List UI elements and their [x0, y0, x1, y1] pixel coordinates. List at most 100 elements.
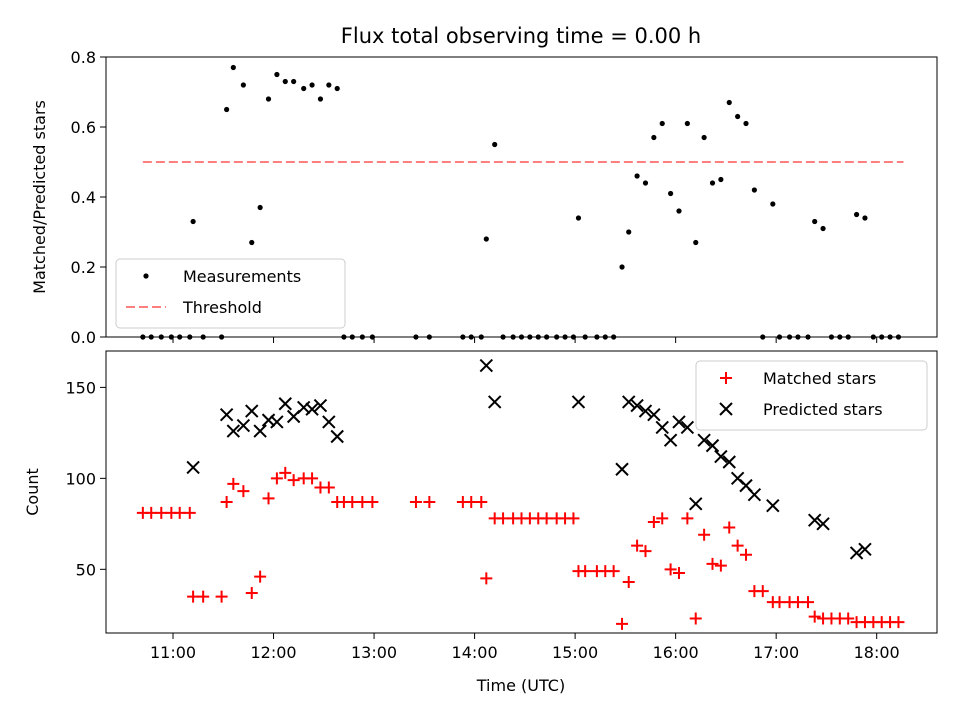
matched-star-point: [808, 610, 821, 623]
bottom-x-tick-label: 12:00: [250, 643, 296, 662]
predicted-star-point: [245, 404, 259, 418]
legend-matched-icon: [720, 372, 732, 384]
matched-star-point: [567, 512, 580, 525]
measurement-point: [249, 239, 255, 246]
predicted-star-point: [253, 424, 267, 438]
predicted-star-point: [270, 415, 284, 429]
measurement-point: [743, 120, 749, 127]
chart-title: Flux total observing time = 0.00 h: [341, 24, 701, 48]
predicted-star-point: [638, 404, 653, 418]
predicted-star-point: [705, 438, 720, 453]
bottom-x-tick-label: 16:00: [653, 643, 699, 662]
measurement-point: [701, 134, 707, 141]
top-legend: Measurements Threshold: [115, 258, 346, 329]
predicted-star-point: [278, 397, 292, 411]
matched-star-point: [607, 565, 620, 578]
matched-star-point: [187, 590, 200, 603]
measurement-point: [735, 113, 741, 120]
predicted-star-point: [849, 546, 864, 560]
predicted-star-point: [766, 498, 780, 513]
measurement-point: [274, 71, 280, 78]
matched-star-point: [465, 496, 478, 509]
predicted-star-point: [186, 460, 200, 475]
measurement-point: [684, 120, 690, 127]
measurement-point: [301, 85, 307, 92]
top-y-tick-label: 0.4: [71, 188, 96, 207]
measurement-point: [651, 134, 657, 141]
measurement-point: [257, 204, 263, 211]
predicted-star-point: [714, 449, 728, 464]
predicted-star-point: [313, 398, 328, 413]
matched-star-point: [409, 496, 422, 509]
bottom-y-tick-label: 150: [65, 378, 96, 397]
matched-star-point: [227, 477, 240, 490]
measurement-point: [812, 218, 818, 225]
predicted-star-point: [479, 358, 494, 373]
predicted-star-point: [296, 400, 311, 415]
matched-star-point: [801, 596, 814, 609]
measurement-point: [326, 82, 332, 88]
measurement-point: [659, 120, 665, 127]
measurement-point: [334, 85, 340, 92]
bottom-panel: 11:00 12:00 13:00 14:00 15:00 16:00 17:00 18:00…: [23, 350, 938, 662]
legend-entry-label: Threshold: [182, 298, 262, 317]
matched-star-point: [145, 506, 158, 519]
matched-star-point: [287, 474, 300, 487]
matched-star-point: [322, 481, 335, 494]
predicted-star-point: [807, 513, 822, 527]
measurement-point: [282, 78, 288, 85]
predicted-star-point: [722, 455, 736, 469]
bottom-legend: Matched stars Predicted stars: [695, 360, 928, 431]
predicted-star-point: [330, 429, 344, 444]
bottom-y-tick-label: 50: [76, 560, 96, 579]
measurement-point: [668, 190, 674, 197]
top-y-axis-label: Matched/Predicted stars: [30, 100, 49, 294]
bottom-x-tick-label: 17:00: [753, 643, 799, 662]
matched-star-point: [723, 521, 736, 534]
matched-star-point: [706, 557, 719, 570]
matched-star-point: [672, 566, 685, 579]
predicted-star-point: [672, 415, 686, 429]
measurement-point: [492, 141, 498, 148]
measurement-point: [619, 264, 625, 270]
predicted-star-point: [219, 407, 234, 422]
predicted-star-point: [236, 418, 251, 433]
measurement-point: [291, 78, 297, 85]
matched-star-point: [714, 559, 727, 572]
bottom-x-tick-label: 13:00: [351, 643, 397, 662]
matched-star-point: [740, 548, 753, 561]
top-panel: 0.0 0.2 0.4 0.6 0.8 Matched/Predicted stars Me…: [30, 48, 938, 347]
measurement-point: [224, 106, 230, 113]
measurement-point: [853, 211, 860, 218]
matched-star-point: [197, 590, 210, 603]
matched-star-point: [756, 585, 769, 598]
bottom-x-tick-label: 15:00: [552, 643, 598, 662]
measurement-point: [230, 64, 236, 71]
measurement-point: [709, 180, 716, 186]
bottom-y-tick-label: 100: [65, 469, 96, 488]
legend-entry-label: Measurements: [183, 267, 301, 286]
measurement-point: [751, 187, 757, 193]
matched-star-point: [622, 576, 635, 589]
predicted-star-point: [663, 433, 678, 447]
matched-star-point: [664, 563, 677, 576]
matched-star-point: [279, 466, 292, 479]
bottom-legend-box: [695, 360, 928, 431]
measurement-point: [770, 201, 776, 207]
matched-star-point: [497, 512, 510, 525]
predicted-star-point: [226, 424, 241, 438]
matched-star-point: [366, 496, 379, 509]
matched-star-point: [681, 512, 694, 525]
matched-star-point: [173, 506, 186, 519]
bottom-y-axis-label: Count: [23, 468, 42, 516]
top-axes-frame: [105, 56, 938, 338]
measurement-point: [240, 82, 246, 88]
matched-star-point: [791, 596, 804, 609]
matched-star-point: [220, 496, 233, 509]
predicted-star-point: [622, 395, 636, 409]
predicted-star-point: [680, 420, 695, 435]
matched-star-point: [773, 596, 786, 609]
matched-star-point: [731, 539, 744, 552]
measurement-point: [862, 215, 868, 221]
